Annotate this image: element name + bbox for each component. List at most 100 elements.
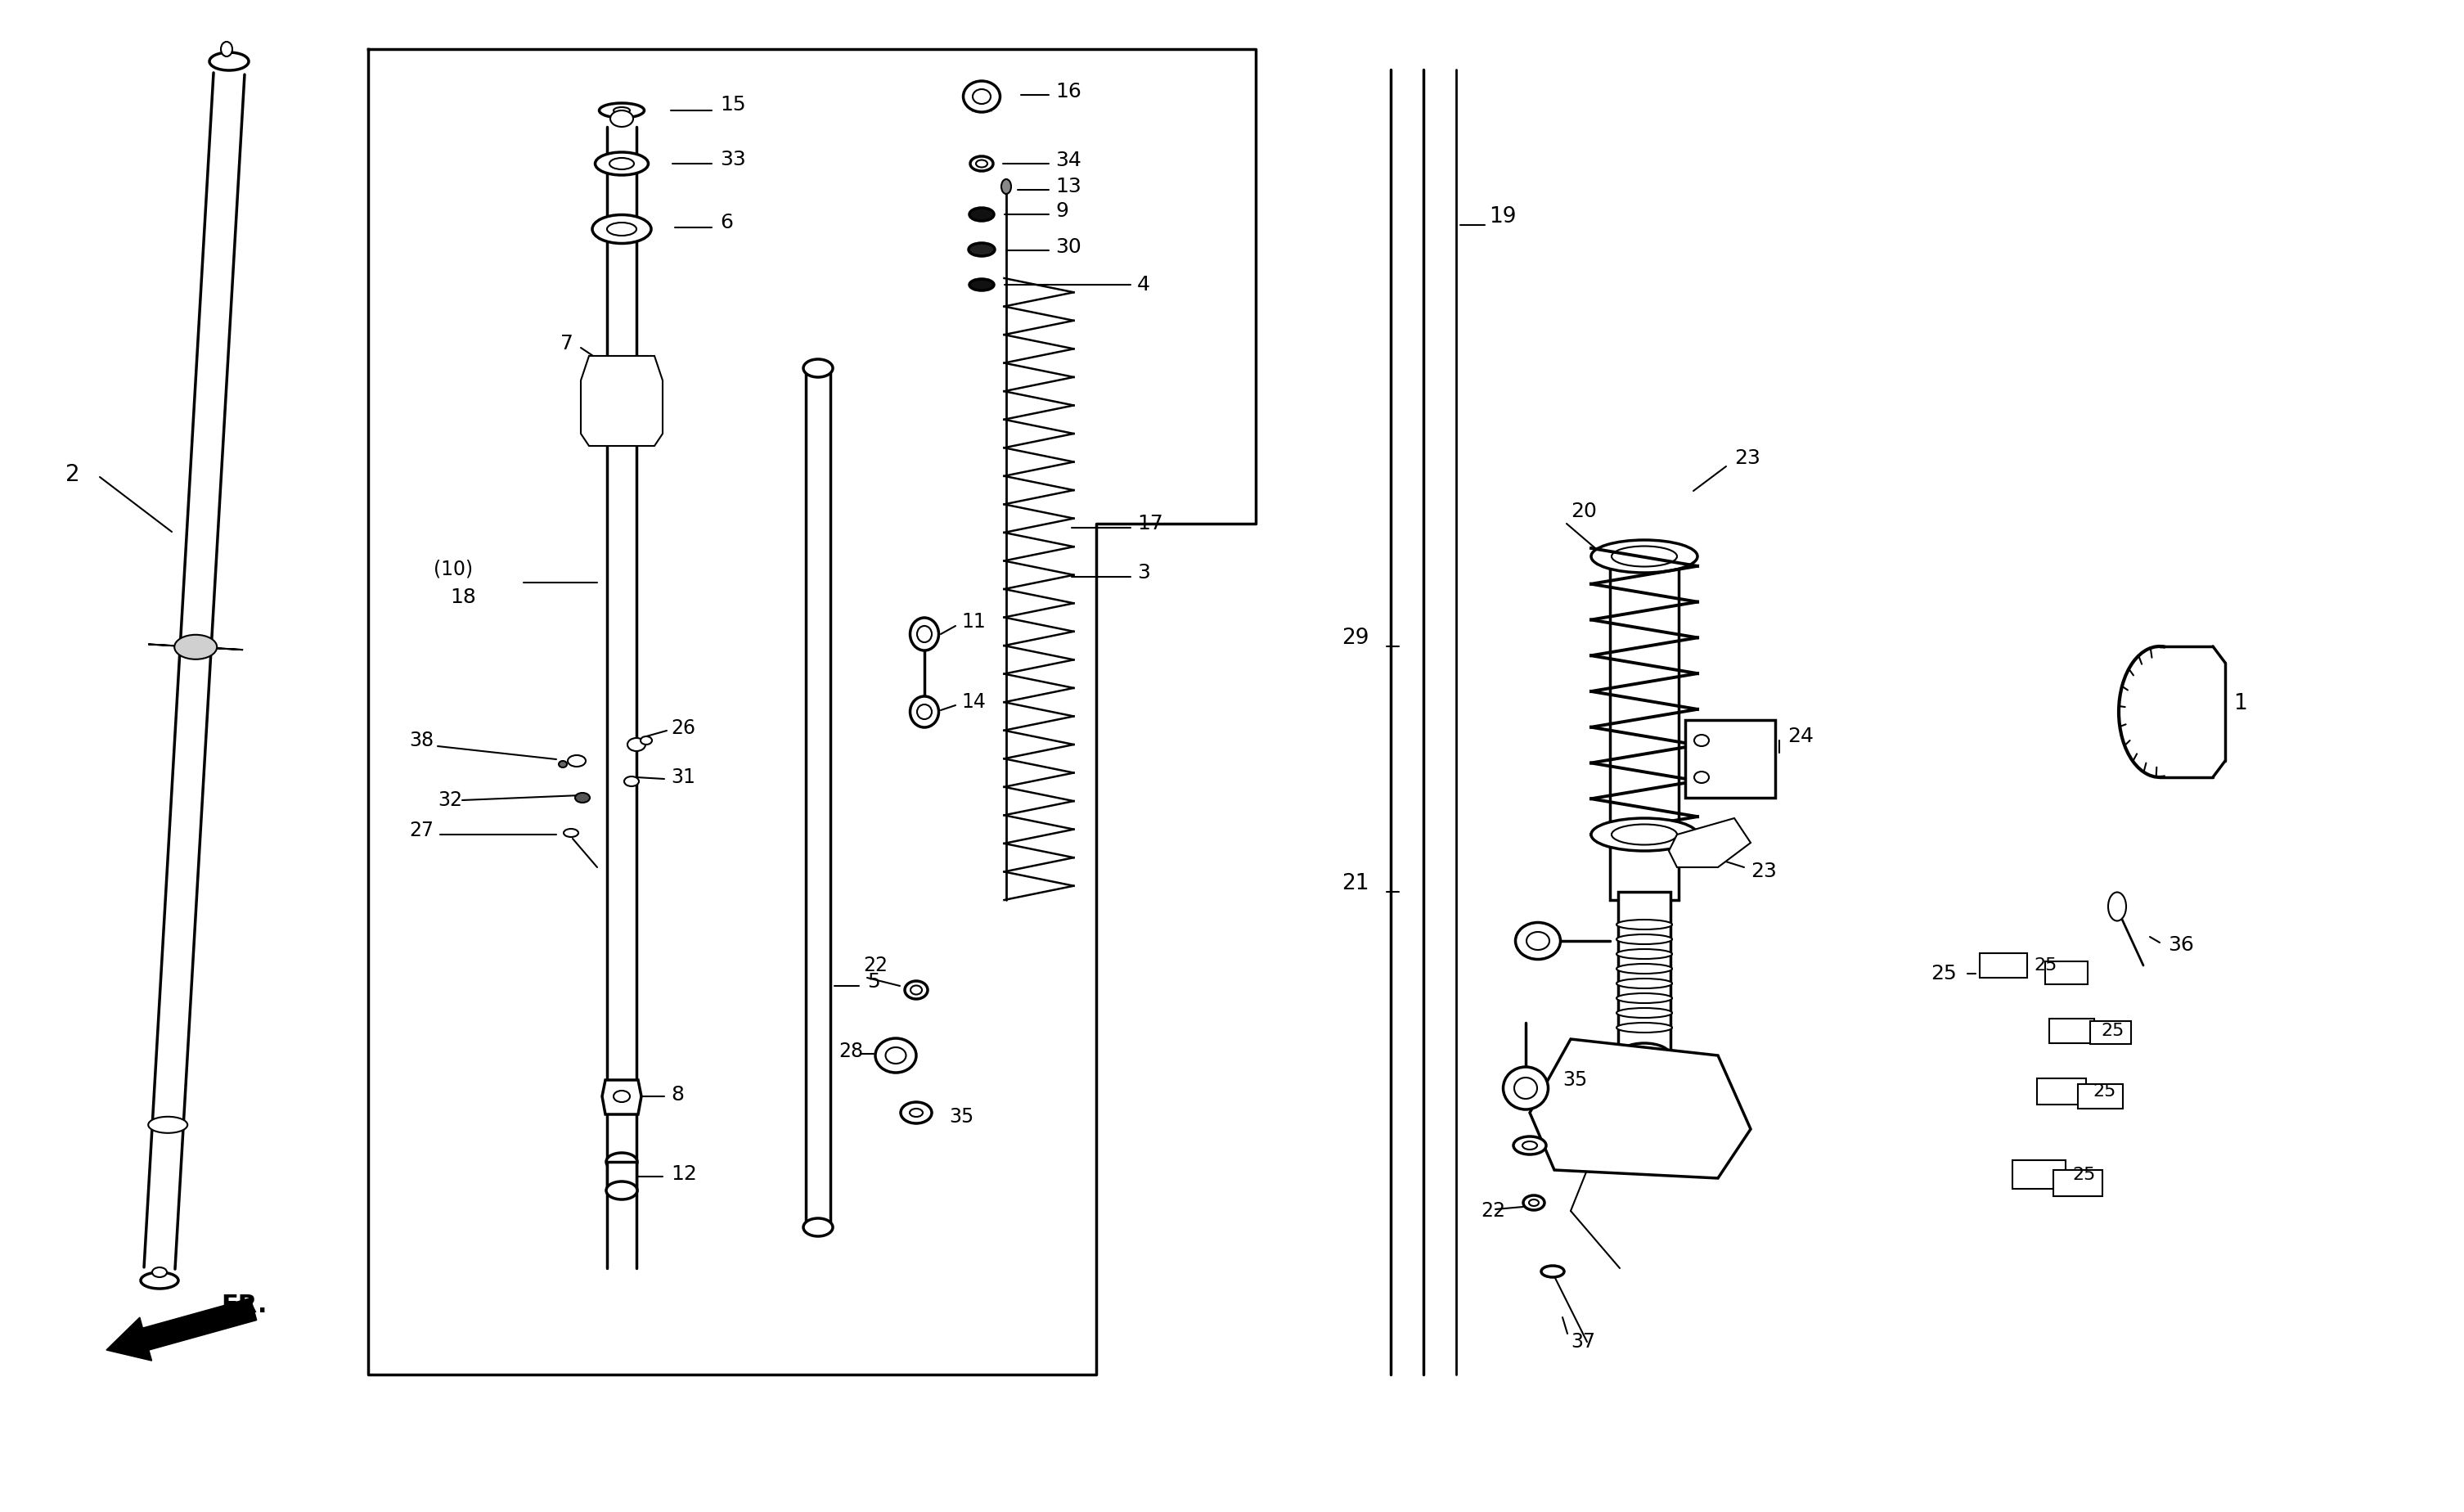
Text: 35: 35 [949, 1107, 973, 1126]
Bar [2045, 962, 2087, 984]
Ellipse shape [1695, 771, 1710, 783]
Text: 15: 15 [719, 95, 747, 115]
Text: 25: 25 [2033, 957, 2057, 974]
Text: 17: 17 [1136, 514, 1163, 534]
Ellipse shape [567, 754, 586, 767]
Ellipse shape [1530, 1199, 1540, 1207]
Ellipse shape [971, 156, 993, 171]
Text: 24: 24 [1786, 727, 1814, 747]
Text: 30: 30 [1055, 237, 1082, 257]
Ellipse shape [917, 705, 931, 720]
Bar [1979, 953, 2028, 978]
Ellipse shape [1616, 993, 1673, 1002]
Ellipse shape [904, 981, 926, 999]
Ellipse shape [1616, 1022, 1673, 1033]
Text: 35: 35 [1562, 1070, 1587, 1090]
Ellipse shape [1592, 540, 1698, 573]
Text: 29: 29 [1340, 627, 1370, 649]
Text: 18: 18 [451, 588, 476, 608]
Ellipse shape [606, 222, 636, 236]
Text: FR.: FR. [222, 1293, 266, 1317]
Ellipse shape [1503, 1067, 1547, 1110]
Ellipse shape [973, 89, 991, 104]
Ellipse shape [1000, 180, 1010, 194]
Text: 3: 3 [1136, 562, 1151, 582]
Ellipse shape [1523, 1142, 1538, 1149]
Ellipse shape [1616, 919, 1673, 930]
Text: 12: 12 [670, 1164, 697, 1184]
Text: 22: 22 [862, 956, 887, 975]
Ellipse shape [912, 986, 922, 995]
Ellipse shape [1540, 1266, 1565, 1278]
Ellipse shape [968, 243, 995, 256]
Ellipse shape [1619, 1043, 1671, 1067]
Ellipse shape [1616, 1009, 1673, 1018]
Ellipse shape [596, 153, 648, 175]
Ellipse shape [803, 1219, 833, 1237]
Text: (10): (10) [434, 559, 473, 579]
Bar [2077, 1084, 2124, 1108]
Bar [1685, 720, 1774, 798]
Text: 16: 16 [1055, 82, 1082, 101]
Text: 4: 4 [1136, 275, 1151, 295]
Polygon shape [1668, 818, 1749, 868]
Polygon shape [601, 1080, 641, 1114]
Ellipse shape [909, 1108, 924, 1117]
Text: 31: 31 [670, 768, 695, 788]
Text: 8: 8 [670, 1086, 685, 1105]
Text: 23: 23 [1735, 449, 1759, 469]
Text: 32: 32 [439, 791, 463, 810]
Ellipse shape [968, 207, 993, 221]
Ellipse shape [1523, 1196, 1545, 1210]
Ellipse shape [175, 635, 217, 659]
Text: 6: 6 [719, 213, 732, 233]
Polygon shape [1530, 1039, 1749, 1178]
Text: 33: 33 [719, 150, 747, 169]
Text: 36: 36 [2168, 936, 2193, 954]
Text: 25: 25 [1932, 963, 1956, 983]
Ellipse shape [1515, 922, 1560, 959]
Ellipse shape [222, 42, 232, 56]
Ellipse shape [574, 792, 589, 803]
Ellipse shape [2109, 892, 2126, 921]
Text: 37: 37 [1570, 1332, 1594, 1352]
Ellipse shape [140, 1272, 177, 1288]
Bar [2013, 1160, 2065, 1188]
Polygon shape [582, 355, 663, 446]
Text: 2: 2 [67, 463, 79, 485]
Ellipse shape [909, 618, 939, 650]
Ellipse shape [641, 736, 653, 744]
Ellipse shape [1695, 735, 1710, 747]
Text: 25: 25 [2102, 1022, 2124, 1039]
Ellipse shape [614, 1090, 631, 1102]
Text: 1: 1 [2232, 692, 2247, 714]
Ellipse shape [614, 107, 631, 113]
Ellipse shape [1616, 950, 1673, 959]
Text: 25: 25 [2092, 1083, 2117, 1099]
Ellipse shape [909, 696, 939, 727]
Text: 38: 38 [409, 730, 434, 750]
Ellipse shape [1616, 963, 1673, 974]
Ellipse shape [1515, 1078, 1538, 1099]
Text: 23: 23 [1749, 862, 1777, 881]
Ellipse shape [628, 738, 646, 751]
Text: 27: 27 [409, 821, 434, 841]
Ellipse shape [148, 1117, 187, 1132]
Ellipse shape [1611, 824, 1678, 845]
Ellipse shape [609, 157, 633, 169]
Text: 28: 28 [838, 1042, 862, 1061]
Bar [606, 1161, 636, 1190]
Bar [2038, 1078, 2087, 1105]
Ellipse shape [623, 777, 638, 786]
Ellipse shape [611, 110, 633, 127]
Text: 14: 14 [961, 692, 986, 712]
Ellipse shape [976, 160, 988, 168]
Ellipse shape [559, 761, 567, 768]
Ellipse shape [902, 1102, 931, 1123]
Bar [1619, 892, 1671, 1055]
Ellipse shape [1611, 546, 1678, 567]
Ellipse shape [803, 360, 833, 376]
Text: 22: 22 [1481, 1201, 1506, 1220]
Ellipse shape [606, 1181, 638, 1199]
Ellipse shape [591, 215, 650, 243]
